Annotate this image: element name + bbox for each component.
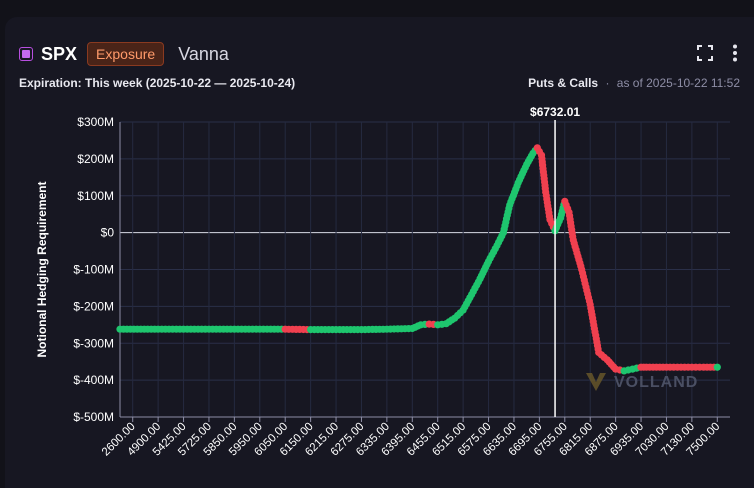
metric-label: Vanna [178, 43, 229, 64]
series-line [120, 146, 718, 372]
exposure-badge[interactable]: Exposure [87, 42, 165, 66]
y-tick-label: $-100M [73, 263, 114, 277]
expiration-label: Expiration: This week (2025-10-22 — 2025… [19, 76, 296, 90]
symbol-square-icon [19, 47, 33, 61]
volland-logo-icon [586, 373, 606, 391]
y-axis-title: Notional Hedging Requirement [35, 181, 49, 357]
symbol-label: SPX [41, 43, 78, 64]
header-icons [696, 44, 738, 62]
as-of-label: as of 2025-10-22 11:52 [616, 76, 740, 90]
puts-calls-label[interactable]: Puts & Calls [528, 76, 599, 90]
y-tick-label: $-300M [73, 336, 114, 350]
y-tick-label: $0 [101, 226, 115, 240]
spot-price-label: $6732.01 [530, 105, 580, 119]
more-vert-icon[interactable] [732, 44, 738, 62]
y-tick-label: $-200M [73, 299, 114, 313]
chart-header: SPX Exposure Vanna [19, 42, 229, 66]
y-tick-label: $100M [77, 189, 114, 203]
y-tick-label: $-400M [73, 373, 114, 387]
y-tick-label: $300M [77, 115, 114, 129]
separator-dot: · [605, 76, 610, 90]
y-tick-label: $-500M [73, 410, 114, 424]
chart-card [5, 17, 754, 488]
y-tick-label: $200M [77, 152, 114, 166]
data-point [713, 363, 721, 371]
watermark-text: VOLLAND [614, 374, 698, 391]
subheader-right: Puts & Calls · as of 2025-10-22 11:52 [528, 76, 740, 90]
fullscreen-icon[interactable] [696, 44, 714, 62]
